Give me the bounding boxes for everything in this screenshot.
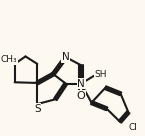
Text: O: O [77,91,85,101]
Text: N: N [77,79,85,89]
Text: CH₃: CH₃ [1,55,17,64]
Text: Cl: Cl [129,123,138,132]
Text: SH: SH [94,70,107,79]
Text: N: N [62,52,70,62]
Text: S: S [34,104,41,114]
